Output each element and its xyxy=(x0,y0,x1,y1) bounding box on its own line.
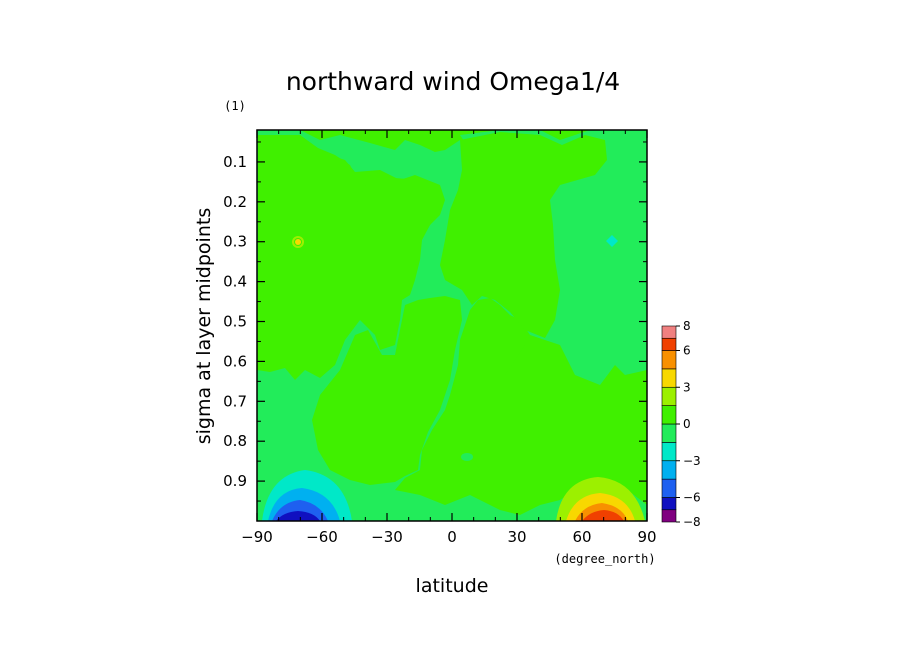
contour-region-pos-lower-east xyxy=(465,345,605,475)
colorbar-swatch xyxy=(661,460,677,480)
y-tick-label: 0.8 xyxy=(223,432,247,450)
chart-title: northward wind Omega1/4 xyxy=(286,67,620,96)
y-tick-label: 0.4 xyxy=(223,273,247,291)
colorbar-swatch xyxy=(661,325,677,339)
colorbar-swatch xyxy=(661,368,677,388)
colorbar-label: 0 xyxy=(683,417,691,431)
colorbar-swatch xyxy=(661,442,677,462)
y-tick-label: 0.5 xyxy=(223,313,247,331)
colorbar: 8 6 3 0 −3 −6 −8 xyxy=(661,319,701,529)
y-units-label: (1) xyxy=(224,99,246,113)
x-tick-label: 90 xyxy=(637,528,656,546)
colorbar-label: −6 xyxy=(683,491,701,505)
x-tick-label: 30 xyxy=(507,528,526,546)
y-tick-label: 0.6 xyxy=(223,352,247,370)
x-tick-label: 60 xyxy=(572,528,591,546)
contour-pos-4 xyxy=(582,510,624,521)
y-tick-label: 0.2 xyxy=(223,193,247,211)
colorbar-label: −3 xyxy=(683,454,701,468)
x-tick-label: −30 xyxy=(371,528,403,546)
x-tick-label: 0 xyxy=(447,528,457,546)
colorbar-label: −8 xyxy=(683,515,701,529)
colorbar-swatch xyxy=(661,350,677,370)
colorbar-swatch xyxy=(661,509,677,523)
negative-spot xyxy=(606,235,618,247)
x-tick-label: −90 xyxy=(241,528,273,546)
colorbar-swatch xyxy=(661,478,677,498)
colorbar-swatch xyxy=(661,423,677,443)
contour-region-pos-center xyxy=(355,172,442,345)
y-axis-label: sigma at layer midpoints xyxy=(193,208,215,444)
small-neg-blob xyxy=(461,453,473,461)
contour-region-pos-mid xyxy=(258,135,358,318)
y-tick-label: 0.9 xyxy=(223,472,247,490)
x-axis-label: latitude xyxy=(416,575,489,597)
colorbar-swatch xyxy=(661,337,677,351)
colorbar-label: 3 xyxy=(683,380,691,394)
positive-spot-ring xyxy=(292,236,304,248)
y-tick-label: 0.1 xyxy=(223,153,247,171)
contour-region-pos-east xyxy=(440,132,607,338)
colorbar-label: 8 xyxy=(683,319,691,333)
positive-spot xyxy=(295,239,301,245)
contour-region-pos-lower xyxy=(312,296,462,485)
x-tick-label: −60 xyxy=(306,528,338,546)
colorbar-swatch xyxy=(661,497,677,511)
plot-area xyxy=(256,129,648,522)
y-tick-label: 0.7 xyxy=(223,392,247,410)
y-tick-label: 0.3 xyxy=(223,233,247,251)
colorbar-swatch xyxy=(661,386,677,406)
colorbar-swatch xyxy=(661,405,677,425)
y-axis: 0.1 0.2 0.3 0.4 0.5 0.6 0.7 0.8 0.9 xyxy=(223,141,647,502)
x-axis: −90 −60 −30 0 30 60 90 xyxy=(241,130,657,546)
contour-neg-4 xyxy=(276,511,320,521)
colorbar-label: 6 xyxy=(683,344,691,358)
x-units-label: (degree_north) xyxy=(554,552,655,566)
